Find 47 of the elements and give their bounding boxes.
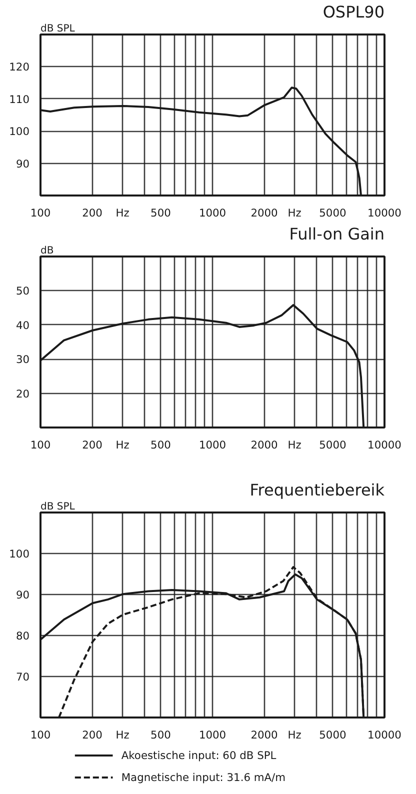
x-tick-label: 5000 bbox=[319, 438, 347, 452]
x-tick-label: 200 bbox=[82, 728, 103, 742]
x-tick-label: 500 bbox=[150, 728, 172, 742]
x-tick-label: 2000 bbox=[250, 438, 278, 452]
y-tick-label: 50 bbox=[16, 284, 30, 298]
x-tick-label: Hz bbox=[116, 206, 130, 220]
y-tick-label: 40 bbox=[16, 318, 30, 332]
x-tick-label: 100 bbox=[30, 206, 51, 220]
legend-label: Akoestische input: 60 dB SPL bbox=[121, 749, 276, 762]
x-tick-label: Hz bbox=[288, 438, 302, 452]
y-tick-label: 100 bbox=[9, 548, 30, 560]
x-tick-label: 500 bbox=[150, 438, 172, 452]
x-tick-label: Hz bbox=[116, 728, 130, 742]
x-tick-label: 100 bbox=[30, 438, 51, 452]
y-axis-title: dB bbox=[40, 246, 54, 256]
y-tick-label: 30 bbox=[16, 353, 30, 366]
legend-label: Magnetische input: 31.6 mA/m bbox=[121, 771, 286, 784]
x-tick-label: Hz bbox=[116, 438, 130, 452]
x-tick-label: 1000 bbox=[198, 206, 226, 220]
y-tick-label: 90 bbox=[16, 157, 30, 170]
x-tick-label: 2000 bbox=[250, 728, 278, 742]
x-tick-label: 10000 bbox=[368, 206, 402, 220]
y-tick-label: 80 bbox=[16, 630, 30, 642]
y-tick-label: 90 bbox=[16, 588, 30, 602]
x-tick-label: 10000 bbox=[368, 438, 402, 452]
y-tick-label: 100 bbox=[9, 125, 30, 138]
x-tick-label: 200 bbox=[82, 438, 103, 452]
x-tick-label: 500 bbox=[150, 206, 172, 220]
x-tick-label: 5000 bbox=[319, 206, 347, 220]
y-axis-title: dB SPL bbox=[40, 502, 76, 512]
chart-title: Frequentiebereik bbox=[250, 480, 386, 500]
x-tick-label: 200 bbox=[82, 206, 103, 220]
y-tick-label: 70 bbox=[16, 670, 30, 684]
x-tick-label: 100 bbox=[30, 728, 51, 742]
x-tick-label: Hz bbox=[288, 728, 302, 742]
x-tick-label: Hz bbox=[288, 206, 302, 220]
y-tick-label: 110 bbox=[9, 92, 30, 106]
x-tick-label: 1000 bbox=[198, 728, 226, 742]
y-axis-title: dB SPL bbox=[40, 24, 76, 34]
x-tick-label: 1000 bbox=[198, 438, 226, 452]
x-tick-label: 5000 bbox=[319, 728, 347, 742]
x-tick-label: 2000 bbox=[250, 206, 278, 220]
y-tick-label: 20 bbox=[16, 387, 30, 400]
chart-title: OSPL90 bbox=[322, 2, 384, 22]
chart-title: Full-on Gain bbox=[289, 224, 384, 244]
y-tick-label: 120 bbox=[9, 60, 30, 74]
x-tick-label: 10000 bbox=[368, 728, 402, 742]
